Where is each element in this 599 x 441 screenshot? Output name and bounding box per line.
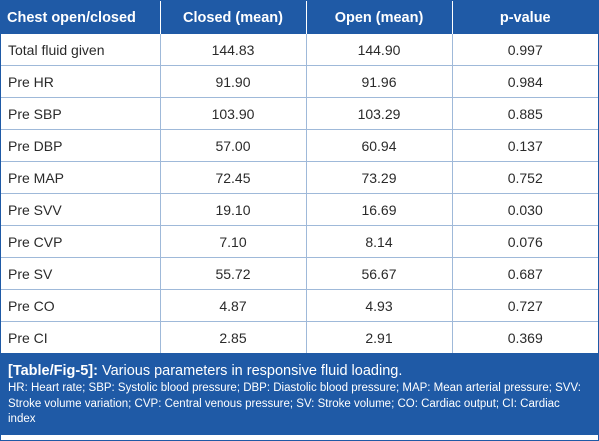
open-mean-cell: 73.29: [306, 161, 453, 194]
p-value-cell: 0.984: [452, 65, 598, 98]
table-row: Pre HR 91.90 91.96 0.984: [1, 65, 598, 98]
closed-mean-cell: 4.87: [160, 289, 307, 322]
table-row: Pre MAP 72.45 73.29 0.752: [1, 161, 598, 194]
row-label: Pre SVV: [1, 193, 161, 226]
caption-title: [Table/Fig-5]: Various parameters in res…: [8, 362, 590, 380]
closed-mean-cell: 7.10: [160, 225, 307, 258]
p-value-cell: 0.727: [452, 289, 598, 322]
open-mean-cell: 8.14: [306, 225, 453, 258]
caption-text: Various parameters in responsive fluid l…: [97, 363, 403, 379]
abbreviation-notes: HR: Heart rate; SBP: Systolic blood pres…: [8, 382, 581, 425]
header-row: Chest open/closed Closed (mean) Open (me…: [1, 1, 598, 34]
row-label: Pre CI: [1, 321, 161, 353]
open-mean-cell: 60.94: [306, 129, 453, 162]
table-row: Pre CI 2.85 2.91 0.369: [1, 321, 598, 353]
table-row: Pre SV 55.72 56.67 0.687: [1, 257, 598, 290]
table-row: Pre SVV 19.10 16.69 0.030: [1, 193, 598, 226]
column-header-open: Open (mean): [306, 1, 453, 34]
p-value-cell: 0.752: [452, 161, 598, 194]
closed-mean-cell: 2.85: [160, 321, 307, 353]
table-row: Pre CVP 7.10 8.14 0.076: [1, 225, 598, 258]
data-table: Chest open/closed Closed (mean) Open (me…: [1, 1, 598, 353]
open-mean-cell: 144.90: [306, 34, 453, 66]
table-row: Pre CO 4.87 4.93 0.727: [1, 289, 598, 322]
closed-mean-cell: 55.72: [160, 257, 307, 290]
p-value-cell: 0.687: [452, 257, 598, 290]
open-mean-cell: 2.91: [306, 321, 453, 353]
row-label: Pre MAP: [1, 161, 161, 194]
open-mean-cell: 4.93: [306, 289, 453, 322]
column-header-p-value: p-value: [452, 1, 598, 34]
p-value-cell: 0.369: [452, 321, 598, 353]
open-mean-cell: 91.96: [306, 65, 453, 98]
table-row: Pre SBP 103.90 103.29 0.885: [1, 97, 598, 130]
row-label: Pre CVP: [1, 225, 161, 258]
figure-caption: [Table/Fig-5]: Various parameters in res…: [1, 353, 598, 435]
closed-mean-cell: 103.90: [160, 97, 307, 130]
column-header-group: Chest open/closed: [1, 1, 161, 34]
row-label: Pre SV: [1, 257, 161, 290]
closed-mean-cell: 72.45: [160, 161, 307, 194]
open-mean-cell: 16.69: [306, 193, 453, 226]
row-label: Pre DBP: [1, 129, 161, 162]
table-body: Total fluid given 144.83 144.90 0.997 Pr…: [1, 34, 598, 353]
row-label: Pre SBP: [1, 97, 161, 130]
row-label: Pre CO: [1, 289, 161, 322]
figure-reference: [Table/Fig-5]:: [8, 363, 98, 379]
row-label: Pre HR: [1, 65, 161, 98]
closed-mean-cell: 91.90: [160, 65, 307, 98]
closed-mean-cell: 57.00: [160, 129, 307, 162]
open-mean-cell: 56.67: [306, 257, 453, 290]
p-value-cell: 0.076: [452, 225, 598, 258]
p-value-cell: 0.885: [452, 97, 598, 130]
row-label: Total fluid given: [1, 34, 161, 66]
closed-mean-cell: 144.83: [160, 34, 307, 66]
table-header: Chest open/closed Closed (mean) Open (me…: [1, 1, 598, 34]
column-header-closed: Closed (mean): [160, 1, 307, 34]
p-value-cell: 0.997: [507, 41, 543, 58]
closed-mean-cell: 19.10: [160, 193, 307, 226]
table-row: Pre DBP 57.00 60.94 0.137: [1, 129, 598, 162]
p-value-cell: 0.137: [452, 129, 598, 162]
open-mean-cell: 103.29: [306, 97, 453, 130]
table-row: Total fluid given 144.83 144.90 0.997: [1, 34, 598, 66]
p-value-cell: 0.030: [452, 193, 598, 226]
